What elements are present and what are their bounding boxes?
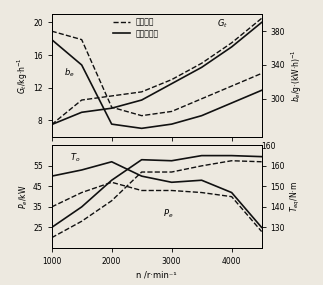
Y-axis label: $P_e$/kW: $P_e$/kW bbox=[18, 184, 30, 209]
Legend: 原发动机, 电控发动机: 原发动机, 电控发动机 bbox=[112, 17, 160, 39]
Text: $G_t$: $G_t$ bbox=[217, 17, 228, 30]
X-axis label: n /r·min⁻¹: n /r·min⁻¹ bbox=[136, 270, 177, 279]
Text: 160: 160 bbox=[262, 142, 276, 151]
Y-axis label: $T_{eq}$/N·m: $T_{eq}$/N·m bbox=[289, 181, 302, 212]
Y-axis label: $G_t$/kg·h$^{-1}$: $G_t$/kg·h$^{-1}$ bbox=[16, 57, 30, 94]
Text: $P_e$: $P_e$ bbox=[163, 207, 173, 220]
Y-axis label: $b_e$/g·(kW·h)$^{-1}$: $b_e$/g·(kW·h)$^{-1}$ bbox=[289, 49, 304, 102]
Text: $b_e$: $b_e$ bbox=[64, 66, 74, 79]
Text: $T_o$: $T_o$ bbox=[70, 152, 80, 164]
